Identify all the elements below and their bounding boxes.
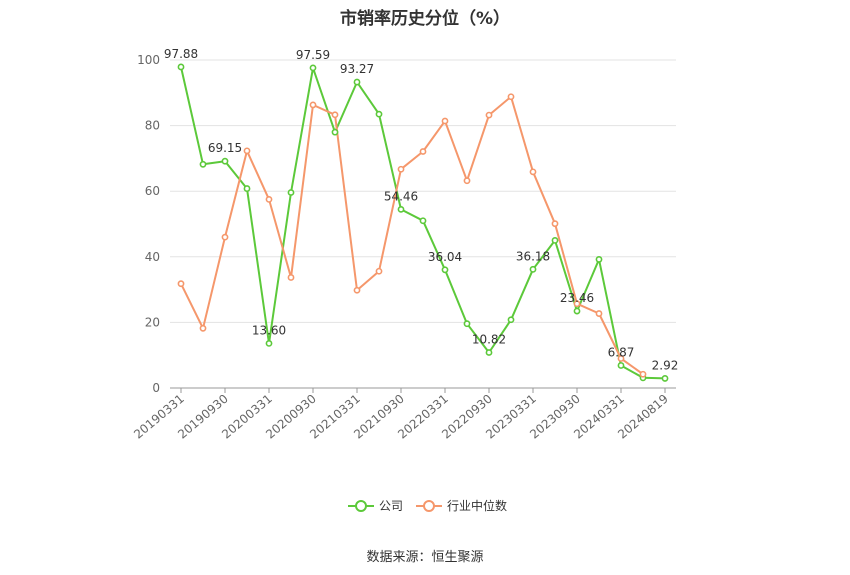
data-point (639, 370, 647, 378)
legend-item[interactable]: 公司 (348, 499, 403, 513)
legend-label: 行业中位数 (447, 498, 507, 513)
data-point (573, 300, 581, 308)
data-label: 36.18 (516, 249, 550, 263)
data-point (221, 157, 229, 165)
chart-title: 市销率历史分位（%） (339, 9, 511, 29)
y-tick-label: 60 (145, 184, 160, 198)
data-point (375, 110, 383, 118)
legend-marker (355, 500, 367, 512)
data-point (375, 267, 383, 275)
data-label: 93.27 (340, 62, 374, 76)
data-point (419, 217, 427, 225)
data-point (265, 195, 273, 203)
data-point (353, 286, 361, 294)
data-point (573, 307, 581, 315)
data-label: 2.92 (652, 358, 679, 372)
data-point (419, 148, 427, 155)
legend-label: 公司 (379, 499, 403, 513)
data-point (353, 78, 361, 86)
data-label: 23.46 (560, 291, 594, 305)
data-point (309, 101, 317, 109)
data-point (177, 280, 185, 288)
data-point (463, 320, 471, 328)
data-labels: 97.88 69.15 13.60 97.59 93.27 54.46 36.04 10.82… (164, 47, 679, 372)
data-point (551, 236, 559, 244)
data-label: 97.88 (164, 47, 198, 61)
data-point (199, 160, 207, 168)
data-point (661, 375, 669, 382)
data-point (441, 266, 449, 274)
legend-marker (423, 500, 435, 512)
data-point (485, 111, 493, 119)
data-point (507, 316, 515, 324)
data-point (463, 177, 471, 185)
data-label: 6.87 (608, 345, 635, 359)
data-point (507, 93, 515, 101)
series-line (180, 95, 644, 376)
legend: 公司 行业中位数 (348, 498, 507, 513)
data-point (617, 355, 625, 362)
data-label: 10.82 (472, 333, 506, 347)
data-point (265, 339, 273, 347)
data-point (221, 233, 229, 241)
data-point (287, 189, 295, 196)
series-points (177, 63, 669, 382)
data-point (287, 274, 295, 281)
y-tick-label: 40 (145, 250, 160, 264)
data-label: 97.59 (296, 48, 330, 62)
data-point (441, 117, 449, 125)
data-point (595, 256, 603, 263)
data-label: 36.04 (428, 250, 462, 264)
gridlines (170, 59, 676, 323)
data-point (199, 324, 207, 332)
data-label: 54.46 (384, 189, 418, 203)
data-point (243, 185, 251, 192)
data-point (485, 349, 493, 356)
data-label: 13.60 (252, 323, 286, 337)
data-point (243, 147, 251, 155)
axes: 0204060801002019033120190930202003312020… (131, 53, 676, 442)
legend-item[interactable]: 行业中位数 (416, 498, 507, 513)
data-point (397, 205, 405, 213)
source-note: 数据来源：恒生聚源 (366, 550, 484, 565)
data-point (529, 265, 537, 273)
data-point (617, 362, 625, 369)
data-point (177, 63, 185, 71)
y-tick-label: 80 (145, 119, 160, 133)
data-point (595, 310, 603, 317)
data-label: 69.15 (208, 141, 242, 155)
y-tick-label: 20 (145, 315, 160, 329)
y-tick-label: 100 (137, 53, 160, 67)
data-point (331, 128, 339, 136)
data-point (331, 111, 339, 119)
data-point (529, 168, 537, 176)
data-point (397, 165, 405, 173)
y-tick-label: 0 (152, 381, 160, 395)
data-point (309, 64, 317, 72)
data-point (551, 220, 559, 228)
